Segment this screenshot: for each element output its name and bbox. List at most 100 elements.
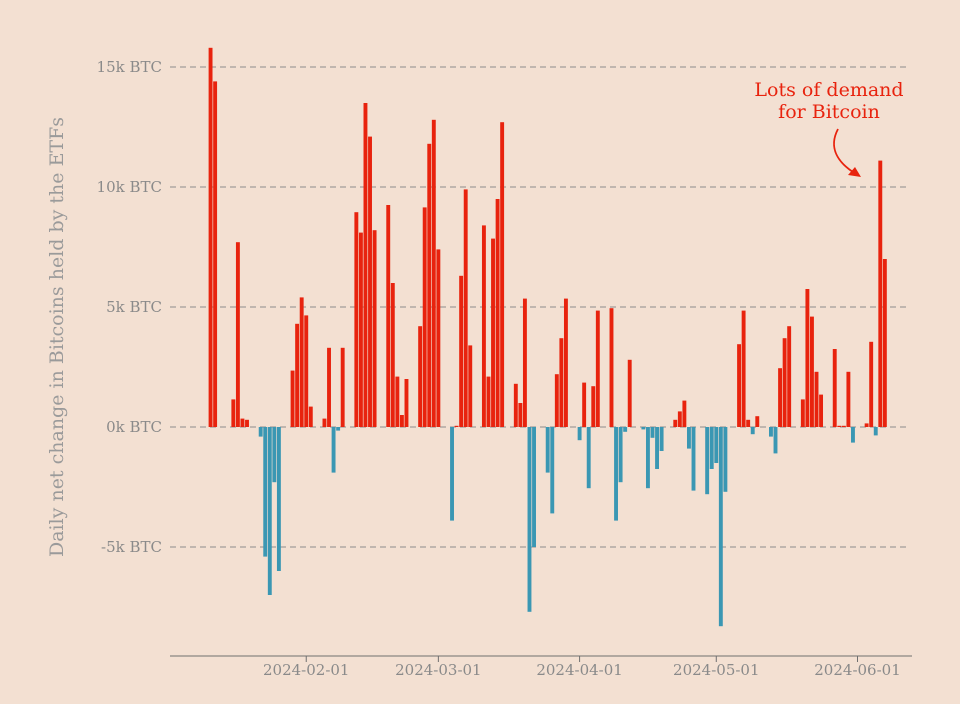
bar xyxy=(714,427,719,463)
bar xyxy=(363,103,368,427)
bar xyxy=(882,259,887,427)
bar xyxy=(495,199,500,427)
bar xyxy=(746,419,751,427)
bar xyxy=(650,427,655,438)
bar xyxy=(750,427,755,435)
bar xyxy=(304,315,309,427)
bar xyxy=(609,308,614,427)
bar xyxy=(491,238,495,427)
bar xyxy=(800,399,805,427)
bar xyxy=(513,383,518,427)
bar xyxy=(213,81,218,428)
bar xyxy=(864,423,869,427)
bar xyxy=(718,427,723,627)
bar xyxy=(723,427,728,492)
bar xyxy=(659,427,664,451)
bar xyxy=(769,427,773,437)
bar xyxy=(814,371,819,427)
bar xyxy=(550,427,555,514)
bar xyxy=(463,189,468,427)
x-axis-ticks: 2024-02-01 2024-03-01 2024-04-01 2024-05-01… xyxy=(263,656,901,679)
bar xyxy=(390,283,395,427)
bar xyxy=(245,419,249,427)
bar xyxy=(295,323,300,427)
bar xyxy=(773,427,778,454)
bar xyxy=(577,427,582,441)
bar xyxy=(418,326,423,427)
annotation-line-1: Lots of demand xyxy=(754,79,903,101)
bar xyxy=(787,326,792,427)
bar xyxy=(819,394,824,427)
bar xyxy=(527,427,532,612)
bar xyxy=(354,212,359,427)
bar xyxy=(267,427,272,595)
x-tick-label: 2024-03-01 xyxy=(395,661,481,679)
bar xyxy=(691,427,696,491)
bar xyxy=(468,345,473,427)
bar xyxy=(450,427,454,521)
bar xyxy=(336,427,341,431)
bar xyxy=(851,427,855,443)
bar xyxy=(591,386,596,427)
bar xyxy=(686,427,691,449)
bar xyxy=(563,298,568,427)
y-axis-label: Daily net change in Bitcoins held by the… xyxy=(46,117,68,557)
bar xyxy=(673,419,678,427)
y-tick-label: -5k BTC xyxy=(101,538,162,556)
bar xyxy=(231,399,236,427)
bar xyxy=(322,418,327,427)
x-tick-label: 2024-05-01 xyxy=(673,661,759,679)
bar xyxy=(240,418,245,427)
bar xyxy=(741,310,746,427)
bar xyxy=(331,427,336,473)
bar xyxy=(481,225,486,427)
bar xyxy=(545,427,550,473)
bars xyxy=(208,47,887,627)
y-axis-ticks: 15k BTC 10k BTC 5k BTC 0k BTC -5k BTC xyxy=(97,58,162,556)
bar xyxy=(454,425,459,427)
bar xyxy=(436,249,441,427)
bar xyxy=(358,232,363,427)
bar xyxy=(340,347,345,427)
bar xyxy=(614,427,618,521)
bar xyxy=(235,242,240,427)
bar xyxy=(586,427,591,489)
bar xyxy=(832,349,837,427)
x-tick-label: 2024-04-01 xyxy=(536,661,622,679)
bar xyxy=(422,207,427,427)
bar xyxy=(299,297,304,427)
bar xyxy=(263,427,268,557)
bar xyxy=(645,427,650,489)
bar xyxy=(623,427,628,432)
y-tick-label: 10k BTC xyxy=(97,178,162,196)
bar xyxy=(395,376,400,427)
annotation: Lots of demand for Bitcoin xyxy=(754,79,904,177)
bar xyxy=(837,425,842,427)
y-tick-label: 5k BTC xyxy=(106,298,162,316)
annotation-line-2: for Bitcoin xyxy=(778,101,880,123)
bar xyxy=(431,119,436,428)
bar xyxy=(532,427,536,547)
bar xyxy=(372,230,377,427)
bar xyxy=(486,376,491,427)
bar xyxy=(705,427,710,495)
bar xyxy=(308,406,313,427)
bar xyxy=(327,347,331,427)
bar xyxy=(258,427,263,437)
x-tick-label: 2024-02-01 xyxy=(263,661,349,679)
bar xyxy=(869,341,874,427)
bar xyxy=(276,427,281,571)
bar xyxy=(427,143,432,428)
bar xyxy=(399,415,404,427)
bar xyxy=(368,136,372,427)
y-tick-label: 15k BTC xyxy=(97,58,162,76)
bar xyxy=(618,427,623,483)
bar xyxy=(518,403,523,427)
bar xyxy=(459,275,464,427)
bar xyxy=(846,371,851,427)
bar xyxy=(878,160,883,427)
x-tick-label: 2024-06-01 xyxy=(814,661,900,679)
annotation-arrow xyxy=(833,128,857,175)
bar xyxy=(641,427,646,430)
